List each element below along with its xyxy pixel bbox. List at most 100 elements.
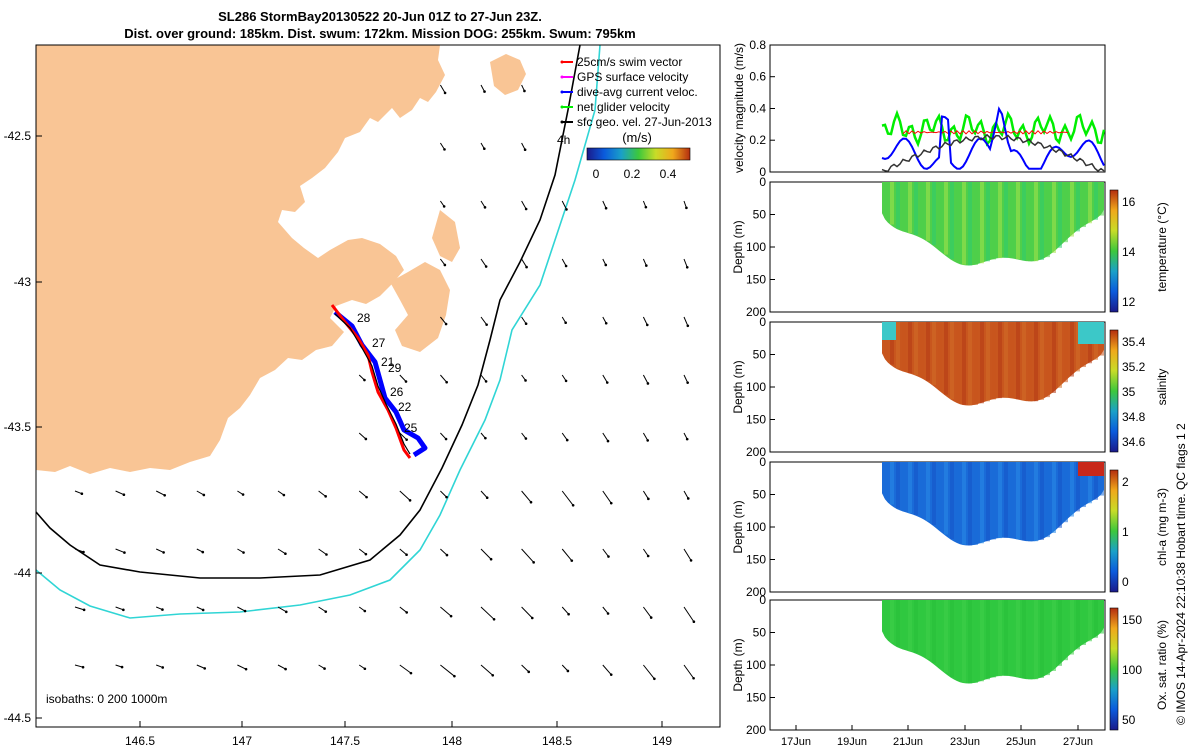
geo-velocity-arrowhead [363, 378, 366, 382]
section-ytick-label: 200 [746, 305, 766, 319]
section-surface-patch [882, 322, 896, 340]
geo-velocity-arrowhead [284, 667, 287, 671]
geo-velocity-arrow [358, 432, 367, 440]
track-day-label: 25 [404, 421, 418, 435]
section-column [902, 322, 906, 372]
section-column [914, 600, 918, 654]
section-ytick-label: 0 [759, 455, 766, 469]
geo-velocity-arrow [480, 490, 488, 499]
colorbar-tick-label: 2 [1122, 475, 1129, 489]
geo-velocity-arrow [196, 490, 205, 496]
geo-velocity-arrowhead [604, 263, 608, 267]
section-column [896, 600, 900, 647]
geo-velocity-arrow [642, 490, 649, 500]
geo-velocity-arrowhead [653, 677, 656, 681]
section-column [974, 322, 978, 405]
geo-velocity-arrowhead [364, 552, 368, 556]
geo-velocity-arrow [683, 258, 688, 268]
section-column [938, 600, 942, 668]
section-ytick-label: 200 [746, 723, 766, 737]
geo-velocity-arrowhead [363, 609, 367, 613]
section-column [1022, 462, 1026, 541]
geo-velocity-arrow [115, 490, 125, 496]
geo-velocity-arrowhead [122, 493, 126, 497]
section-column [1004, 322, 1008, 398]
colorbar-tick-label: 0 [593, 167, 600, 181]
colorbar-tick-label: 34.8 [1122, 410, 1146, 424]
geo-velocity-arrowhead [530, 616, 534, 620]
geo-velocity-arrowhead [161, 666, 165, 669]
section-column [1022, 182, 1026, 261]
geo-velocity-arrow [602, 374, 608, 383]
geo-velocity-arrowhead [567, 612, 570, 616]
geo-velocity-arrowhead [243, 609, 247, 613]
velocity-frame [769, 44, 1106, 173]
geo-velocity-arrowhead [122, 608, 125, 612]
section-column [932, 600, 936, 664]
geo-velocity-arrowhead [284, 610, 288, 614]
geo-velocity-arrowhead [644, 205, 648, 209]
geo-velocity-arrow [683, 490, 689, 499]
section-colorbar [1109, 469, 1119, 593]
section-column [1058, 182, 1062, 248]
geo-velocity-arrow [440, 432, 447, 440]
geo-velocity-arrowhead [484, 380, 488, 383]
geo-velocity-arrowhead [324, 495, 327, 498]
geo-velocity-arrow [480, 258, 487, 267]
section-ytick-label: 0 [759, 175, 766, 189]
geo-velocity-arrowhead [689, 559, 693, 562]
geo-velocity-arrowhead [282, 493, 286, 497]
geo-velocity-arrow [277, 548, 286, 555]
geo-velocity-arrowhead [445, 380, 448, 384]
geo-velocity-arrow [155, 490, 165, 496]
geo-velocity-arrow [521, 664, 530, 673]
geo-velocity-arrow [602, 490, 612, 504]
section-column [1028, 322, 1032, 402]
section-column [998, 462, 1002, 539]
section-column [1028, 182, 1032, 262]
geo-velocity-arrow [642, 606, 652, 618]
section-column [1046, 322, 1050, 398]
section-column [1004, 600, 1008, 676]
section-column [938, 462, 942, 530]
section-colorbar [1109, 329, 1119, 453]
geo-velocity-arrow [440, 316, 447, 325]
map-frame [35, 44, 721, 728]
section-column [1070, 600, 1074, 655]
section-panel: 0 50 100 150 200 Depth (m) 0 1 2 chl-a (mg m-3) [731, 455, 1169, 599]
geo-velocity-arrowhead [646, 382, 650, 385]
geo-velocity-arrowhead [492, 618, 496, 621]
geo-velocity-arrow [683, 316, 689, 326]
swim-velocity-series [902, 129, 1069, 135]
section-column [902, 462, 906, 512]
geo-velocity-arrow [439, 84, 446, 94]
geo-velocity-arrowhead [162, 551, 165, 554]
section-column [1082, 182, 1086, 228]
geo-velocity-arrowhead [489, 557, 493, 561]
geo-velocity-arrowhead [325, 553, 328, 556]
track-day-label: 26 [390, 385, 404, 399]
section-column [962, 600, 966, 683]
map-xtick-label: 148 [442, 734, 462, 748]
geo-velocity-arrow [480, 664, 494, 676]
section-column [920, 462, 924, 518]
geo-velocity-arrowhead [161, 608, 164, 611]
section-column [956, 322, 960, 403]
geo-velocity-arrow [318, 490, 326, 497]
section-column [980, 600, 984, 682]
colorbar-tick-label: 50 [1122, 713, 1136, 727]
section-ylabel: Depth (m) [731, 360, 745, 413]
track-day-label: 28 [357, 311, 371, 325]
section-ytick-label: 150 [746, 413, 766, 427]
section-column [992, 600, 996, 678]
geo-velocity-arrow [480, 606, 495, 620]
geo-velocity-arrowhead [524, 207, 528, 211]
section-column [920, 182, 924, 238]
geo-velocity-arrow [561, 432, 568, 441]
geo-velocity-arrowhead [564, 321, 567, 325]
velocity-panel: 0 0.2 0.4 0.6 0.8 velocity magnitude (m/s) [732, 38, 1106, 179]
section-column [986, 322, 990, 402]
legend-swatch-dot [560, 60, 564, 64]
time-xtick-label: 21Jun [893, 736, 923, 748]
